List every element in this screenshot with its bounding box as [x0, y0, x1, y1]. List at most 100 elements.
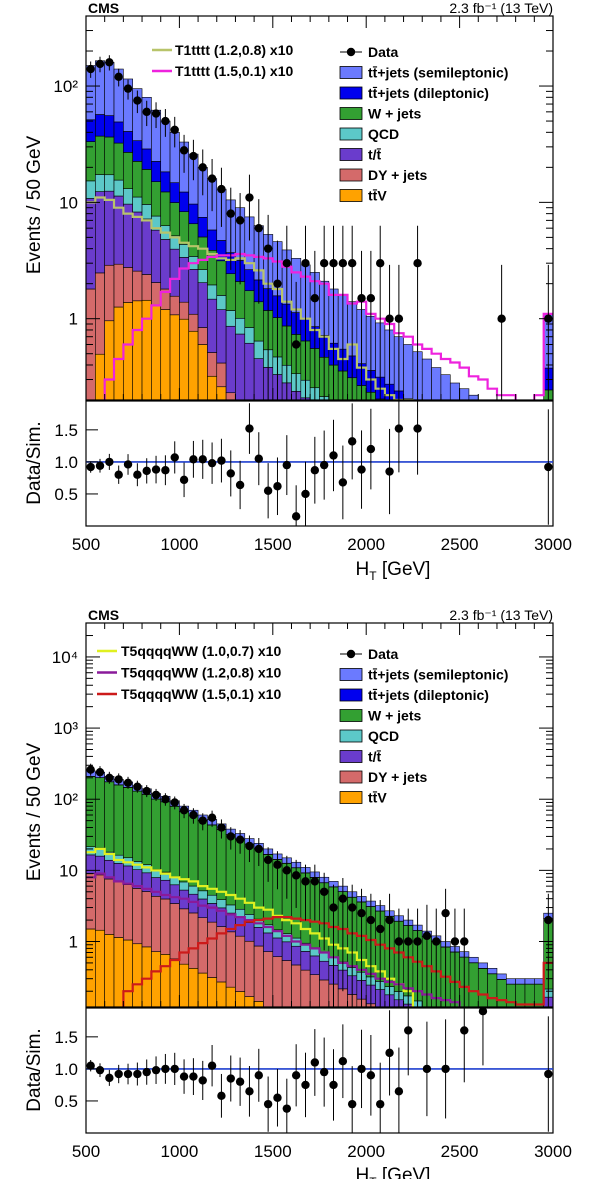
stack-bar-2-bin-8: [151, 896, 160, 951]
stack-bar-6-bin-18: [245, 270, 254, 291]
x-axis-title: HT [GeV]: [356, 1165, 431, 1179]
stack-bar-7-bin-38: [432, 368, 441, 400]
stack-bar-5-bin-12: [189, 816, 198, 886]
data-point-27: [329, 903, 337, 911]
ratio-point-31: [367, 1071, 375, 1079]
stack-bar-1-bin-10: [170, 959, 179, 1007]
stack-bar-2-bin-16: [226, 393, 235, 400]
ratio-y-tick-label-1: 0.5: [54, 485, 78, 504]
data-point-24: [301, 259, 309, 267]
data-point-15: [217, 823, 225, 831]
ratio-point-7: [143, 1068, 151, 1076]
stack-bar-7-bin-41: [460, 389, 469, 400]
data-point-19: [255, 845, 263, 853]
ratio-point-22: [283, 1104, 291, 1112]
stack-bar-2-bin-3: [105, 265, 114, 321]
ratio-point-31: [367, 445, 375, 453]
stack-bar-1-bin-5: [123, 940, 132, 1007]
ratio-point-5: [124, 1070, 132, 1078]
stack-bar-1-bin-16: [226, 987, 235, 1007]
legend-label-7: DY + jets: [368, 769, 427, 785]
ratio-point-11: [180, 476, 188, 484]
stack-bar-4-bin-13: [198, 270, 207, 283]
x-tick-label-3: 1500: [254, 1142, 292, 1161]
data-point-4: [114, 73, 122, 81]
y-tick-label-2: 10: [59, 193, 78, 212]
stack-bar-6-bin-11: [179, 192, 188, 212]
data-point-35: [413, 259, 421, 267]
stack-bar-4-bin-19: [254, 341, 263, 359]
data-point-16: [227, 209, 235, 217]
stack-bar-3-bin-19: [254, 359, 263, 400]
stack-bar-2-bin-5: [123, 267, 132, 302]
ratio-point-4: [114, 1070, 122, 1078]
stack-bar-2-bin-10: [170, 904, 179, 959]
stack-bar-1-bin-1: [86, 929, 95, 1007]
stack-bar-2-bin-22: [282, 961, 291, 1007]
ratio-point-26: [320, 1068, 328, 1076]
ratio-point-21: [273, 482, 281, 490]
x-tick-label-5: 2500: [441, 1142, 479, 1161]
x-axis-title-main: H: [356, 1165, 370, 1179]
stack-bar-3-bin-18: [245, 923, 254, 942]
stack-bar-2-bin-23: [291, 965, 300, 1007]
stack-bar-1-bin-6: [133, 301, 142, 400]
stack-bar-5-bin-16: [226, 274, 235, 311]
data-point-34: [395, 314, 403, 322]
stack-bar-5-bin-13: [198, 237, 207, 270]
legend-swatch-8: [340, 792, 362, 804]
stack-bar-5-bin-46: [506, 984, 515, 1007]
data-point-26: [320, 888, 328, 896]
stack-bar-3-bin-22: [282, 942, 291, 961]
ratio-point-30: [357, 465, 365, 473]
ratio-point-32: [385, 467, 393, 475]
stack-bar-1-bin-8: [151, 305, 160, 400]
data-point-39: [441, 909, 449, 917]
stack-bar-2-bin-10: [170, 296, 179, 315]
data-point-11: [180, 146, 188, 154]
stack-bar-2-bin-11: [179, 302, 188, 319]
stack-bar-7-bin-39: [441, 375, 450, 400]
stack-bar-1-bin-7: [142, 947, 151, 1007]
stack-bar-2-bin-2: [95, 875, 104, 930]
stack-bar-1-bin-15: [217, 982, 226, 1007]
stack-bar-3-bin-26: [320, 961, 329, 980]
stack-bar-3-bin-17: [235, 917, 244, 936]
stack-bar-2-bin-7: [142, 274, 151, 300]
stack-bar-1-bin-11: [179, 319, 188, 400]
stack-bar-7-bin-48: [525, 979, 534, 984]
y-tick-label-3: 10²: [53, 77, 78, 96]
stack-bar-6-bin-13: [198, 217, 207, 237]
data-point-5: [124, 84, 132, 92]
stack-bar-2-bin-11: [179, 909, 188, 964]
luminosity-label: 2.3 fb⁻¹ (13 TeV): [449, 607, 553, 623]
data-point-10: [171, 126, 179, 134]
stack-bar-1-bin-4: [114, 937, 123, 1007]
data-point-25: [311, 294, 319, 302]
stack-bar-4-bin-1: [86, 181, 95, 199]
data-point-12: [189, 152, 197, 160]
stack-bar-5-bin-9: [161, 802, 170, 872]
stack-bar-5-bin-2: [95, 778, 104, 848]
data-point-1: [86, 65, 94, 73]
ratio-point-29: [348, 1100, 356, 1108]
data-point-23: [292, 871, 300, 879]
x-tick-label-3: 1500: [254, 535, 292, 554]
stack-bar-4-bin-3: [105, 175, 114, 191]
data-point-41: [460, 937, 468, 945]
stack-bar-4-bin-15: [217, 295, 226, 309]
legend-label-2: tt̄+jets (semileptonic): [368, 64, 508, 80]
data-point-6: [133, 782, 141, 790]
data-point-31: [367, 916, 375, 924]
stack-bar-7-bin-45: [497, 974, 506, 979]
x-tick-label-6: 3000: [534, 1142, 572, 1161]
y-tick-label-1: 1: [69, 310, 78, 329]
ratio-point-6: [133, 471, 141, 479]
stack-bar-1-bin-9: [161, 954, 170, 1007]
stack-bar-1-bin-4: [114, 307, 123, 400]
ratio-point-40: [544, 1070, 552, 1078]
stack-bar-5-bin-8: [151, 182, 160, 216]
ratio-point-11: [180, 1072, 188, 1080]
stack-bar-3-bin-14: [207, 299, 216, 352]
